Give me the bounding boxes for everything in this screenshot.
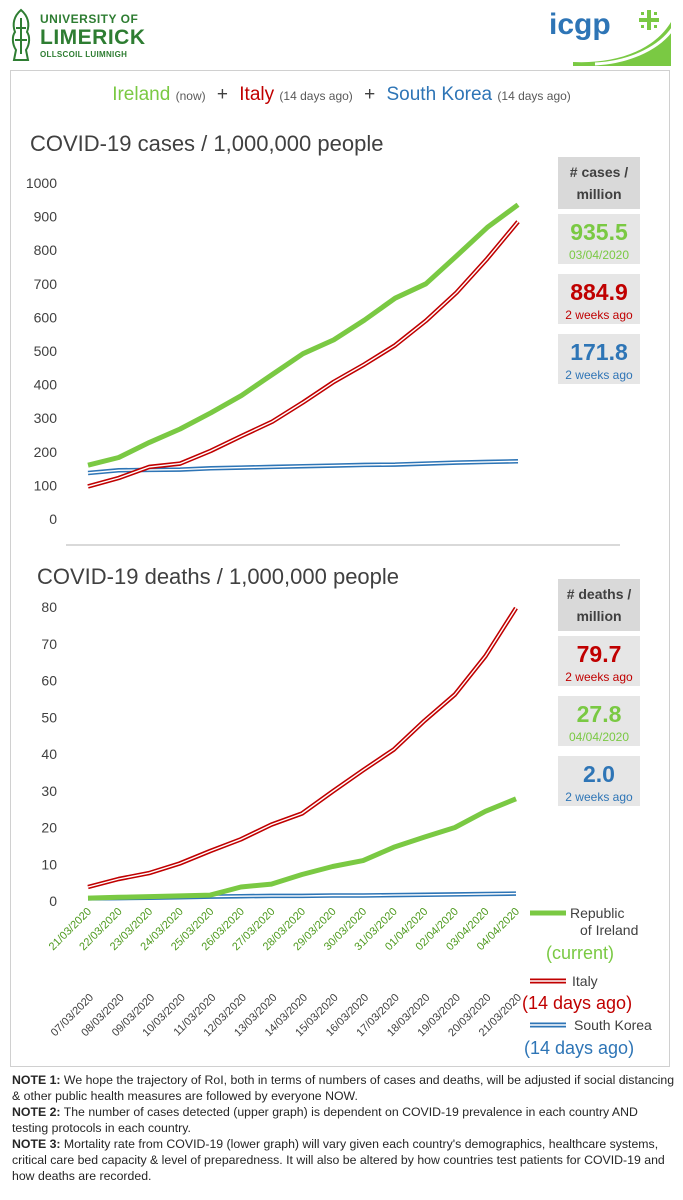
country-comparison-line: Ireland (now) + Italy (14 days ago) + So…	[0, 84, 683, 106]
deaths-box-header: # deaths / million	[558, 579, 640, 631]
cases-chart-title: COVID-19 cases / 1,000,000 people	[30, 131, 384, 156]
deaths-header-line2: million	[576, 608, 622, 624]
korea-label: South Korea	[386, 84, 493, 105]
deaths-header-line1: # deaths /	[566, 586, 632, 602]
icgp-logo: icgp	[549, 8, 675, 66]
note-1-text: We hope the trajectory of RoI, both in t…	[12, 1073, 675, 1103]
cases-ireland-box: 935.5 03/04/2020	[558, 214, 640, 264]
cross-icon	[639, 10, 659, 30]
crest-icon	[11, 8, 31, 61]
cases-header-line1: # cases /	[569, 164, 629, 180]
deaths-korea-sub: 2 weeks ago	[565, 790, 633, 804]
plus-sign: +	[216, 84, 228, 105]
note-1-label: NOTE 1:	[12, 1073, 61, 1087]
deaths-italy-value: 79.7	[576, 641, 622, 667]
note-3-label: NOTE 3:	[12, 1137, 61, 1151]
note-2-text: The number of cases detected (upper grap…	[12, 1105, 638, 1135]
cases-korea-box: 171.8 2 weeks ago	[558, 334, 640, 384]
italy-note: (14 days ago)	[279, 89, 353, 103]
deaths-ireland-value: 27.8	[576, 701, 622, 727]
note-3: NOTE 3: Mortality rate from COVID-19 (lo…	[12, 1136, 676, 1184]
university-of-limerick-logo: UNIVERSITY OF LIMERICK OLLSCOIL LUIMNIGH	[6, 6, 146, 64]
ireland-note: (now)	[175, 89, 206, 103]
deaths-ireland-box: 27.8 04/04/2020	[558, 696, 640, 746]
note-2: NOTE 2: The number of cases detected (up…	[12, 1104, 676, 1136]
plus-sign: +	[364, 84, 376, 105]
korea-note: (14 days ago)	[497, 89, 571, 103]
ul-line2: LIMERICK	[40, 26, 146, 49]
cases-italy-sub: 2 weeks ago	[565, 308, 633, 322]
deaths-chart-title: COVID-19 deaths / 1,000,000 people	[37, 564, 400, 589]
cases-box-header: # cases / million	[558, 157, 640, 209]
deaths-korea-box: 2.0 2 weeks ago	[558, 756, 640, 806]
ireland-label: Ireland	[112, 84, 171, 105]
cases-header-line2: million	[576, 186, 622, 202]
icgp-text: icgp	[549, 8, 611, 41]
deaths-ireland-date: 04/04/2020	[568, 730, 630, 744]
italy-label: Italy	[239, 84, 275, 105]
cases-ireland-value: 935.5	[570, 219, 628, 245]
note-3-text: Mortality rate from COVID-19 (lower grap…	[12, 1137, 665, 1183]
ul-line3: OLLSCOIL LUIMNIGH	[40, 50, 128, 59]
notes: NOTE 1: We hope the trajectory of RoI, b…	[12, 1072, 676, 1184]
header: UNIVERSITY OF LIMERICK OLLSCOIL LUIMNIGH…	[0, 0, 683, 70]
note-2-label: NOTE 2:	[12, 1105, 61, 1119]
note-1: NOTE 1: We hope the trajectory of RoI, b…	[12, 1072, 676, 1104]
deaths-korea-value: 2.0	[583, 761, 615, 787]
cases-ireland-date: 03/04/2020	[568, 248, 630, 262]
cases-korea-value: 171.8	[570, 339, 628, 365]
deaths-italy-sub: 2 weeks ago	[565, 670, 633, 684]
cases-italy-box: 884.9 2 weeks ago	[558, 274, 640, 324]
ul-line1: UNIVERSITY OF	[40, 12, 139, 26]
cases-italy-value: 884.9	[570, 279, 628, 305]
deaths-italy-box: 79.7 2 weeks ago	[558, 636, 640, 686]
cases-korea-sub: 2 weeks ago	[565, 368, 633, 382]
